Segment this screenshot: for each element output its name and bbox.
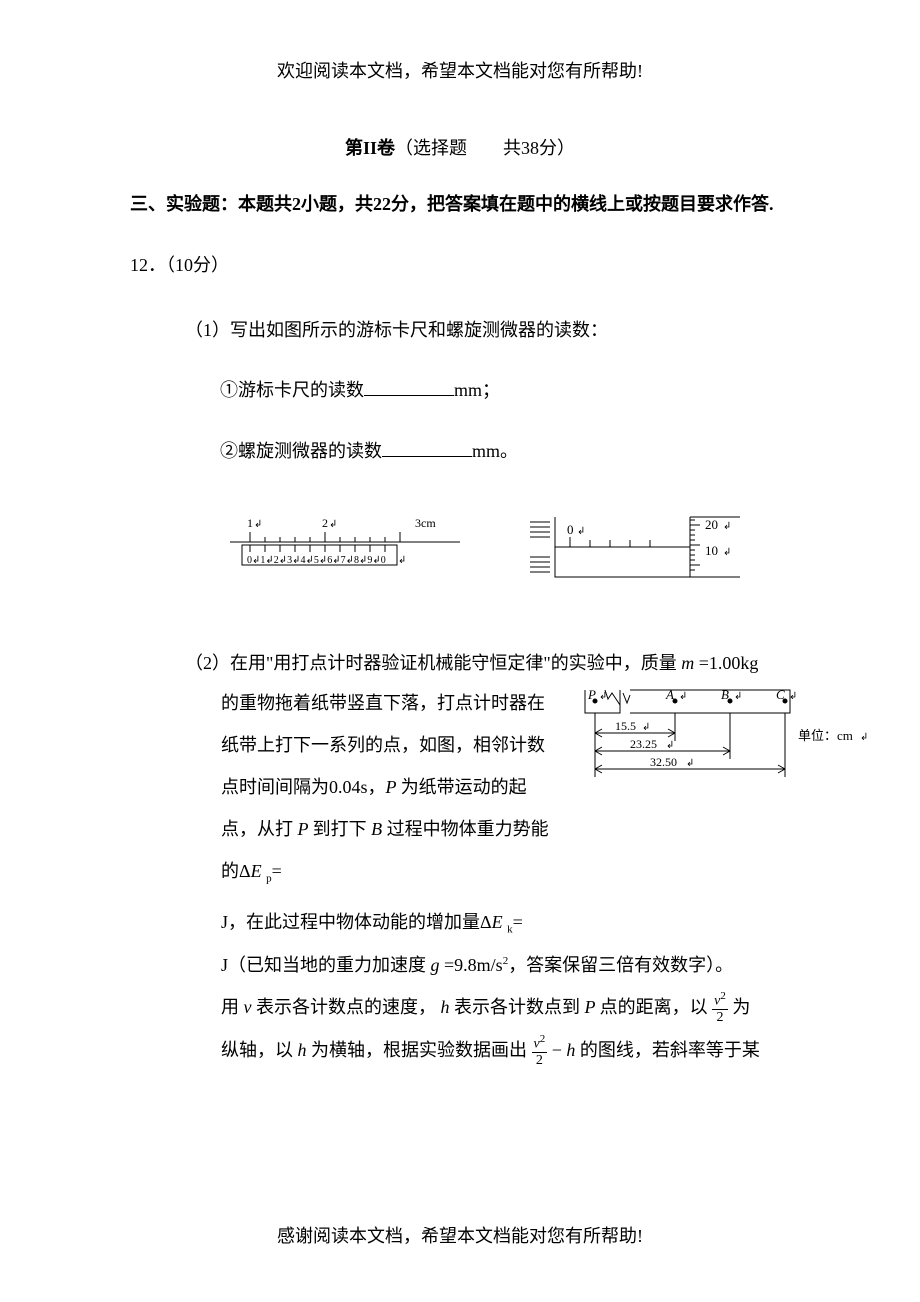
svg-text:↲: ↲ [329,519,337,530]
q12-part1-a: ①游标卡尺的读数 mm； [220,374,790,406]
q12-2-line2: 的重物拖着纸带竖直下落，打点计时器在 [221,685,561,721]
blank-micrometer [382,439,472,457]
svg-text:↲: ↲ [723,547,731,558]
section-title-rest: （选择题 共38分） [395,138,575,158]
svg-text:↲: ↲ [398,555,406,566]
vernier-diagram: 1 ↲ 2 ↲ 3cm 0↲1↲2↲3↲4↲5↲6↲7↲8↲9↲0 ↲ [220,512,470,582]
section-title-bold: 第II卷 [345,138,395,158]
q12-2-mval: =1.00kg [699,653,759,673]
header-note: 欢迎阅读本文档，希望本文档能对您有所帮助! [130,55,790,87]
q12-part1: （1）写出如图所示的游标卡尺和螺旋测微器的读数： [185,314,790,346]
q12-2-line6: 的ΔE p= [221,853,561,890]
svg-text:↲: ↲ [860,732,868,743]
svg-text:3cm: 3cm [415,516,436,530]
q12-2-line9: 用 v 表示各计数点的速度， h 表示各计数点到 P 点的距离，以 v22 为 [221,989,790,1027]
q12-2-line10: 纵轴，以 h 为横轴，根据实验数据画出 v22 − h 的图线，若斜率等于某 [221,1032,790,1070]
svg-text:↲: ↲ [686,758,694,769]
q12-part2: （2）在用"用打点计时器验证机械能守恒定律"的实验中，质量 m =1.00kg … [185,647,790,1070]
svg-text:0↲1↲2↲3↲4↲5↲6↲7↲8↲9↲0: 0↲1↲2↲3↲4↲5↲6↲7↲8↲9↲0 [247,555,386,566]
svg-text:P: P [587,687,596,702]
svg-text:15.5: 15.5 [615,719,636,733]
svg-text:32.50: 32.50 [650,755,677,769]
q12-2-line1: （2）在用"用打点计时器验证机械能守恒定律"的实验中，质量 m =1.00kg [185,647,790,679]
section-instructions: 三、实验题：本题共2小题，共22分，把答案填在题中的横线上或按题目要求作答. [130,185,790,225]
q12-part1-b: ②螺旋测微器的读数 mm。 [220,435,790,467]
q12-1b-unit: mm。 [472,441,518,461]
footer-note: 感谢阅读本文档，希望本文档能对您有所帮助! [0,1220,920,1252]
svg-text:↲: ↲ [577,526,585,537]
svg-text:↲: ↲ [254,519,262,530]
q12-1b-text: ②螺旋测微器的读数 [220,441,382,461]
q12-1a-text: ①游标卡尺的读数 [220,380,364,400]
svg-text:20: 20 [705,517,718,532]
svg-text:23.25: 23.25 [630,737,657,751]
svg-text:10: 10 [705,543,718,558]
svg-text:↲: ↲ [679,691,687,702]
q12-2-line5: 点，从打 P 到打下 B 过程中物体重力势能 [221,811,561,847]
svg-text:1: 1 [247,516,253,530]
section-title: 第II卷（选择题 共38分） [130,132,790,164]
svg-text:↲: ↲ [599,691,607,702]
svg-text:↲: ↲ [642,722,650,733]
svg-text:2: 2 [322,516,328,530]
q12-2-first-text: （2）在用"用打点计时器验证机械能守恒定律"的实验中，质量 [185,653,677,673]
q12-2-line4: 点时间间隔为0.04s，P 为纸带运动的起 [221,769,561,805]
q12-2-line3: 纸带上打下一系列的点，如图，相邻计数 [221,727,561,763]
svg-text:↲: ↲ [723,521,731,532]
svg-text:↲: ↲ [789,691,797,702]
blank-vernier [364,378,454,396]
tape-diagram: P ↲ A ↲ B ↲ C ↲ 15.5 ↲ 23.25 ↲ 32.50 ↲ 单… [580,685,870,790]
svg-text:↲: ↲ [666,740,674,751]
svg-text:A: A [665,687,674,702]
svg-text:↲: ↲ [734,691,742,702]
svg-text:C: C [776,687,785,702]
q12-2-line7: J，在此过程中物体动能的增加量ΔE k= [221,904,790,941]
q12-1a-unit: mm； [454,380,500,400]
micrometer-diagram: 0 ↲ 20 ↲ 10 ↲ [520,507,750,587]
svg-text:0: 0 [567,522,574,537]
figures-row: 1 ↲ 2 ↲ 3cm 0↲1↲2↲3↲4↲5↲6↲7↲8↲9↲0 ↲ [220,507,790,587]
svg-text:单位：cm: 单位：cm [798,728,853,743]
q12-2-line8: J（已知当地的重力加速度 g =9.8m/s2，答案保留三倍有效数字）。 [221,947,790,983]
q12-number: 12．（10分） [130,249,790,281]
svg-text:B: B [721,687,729,702]
